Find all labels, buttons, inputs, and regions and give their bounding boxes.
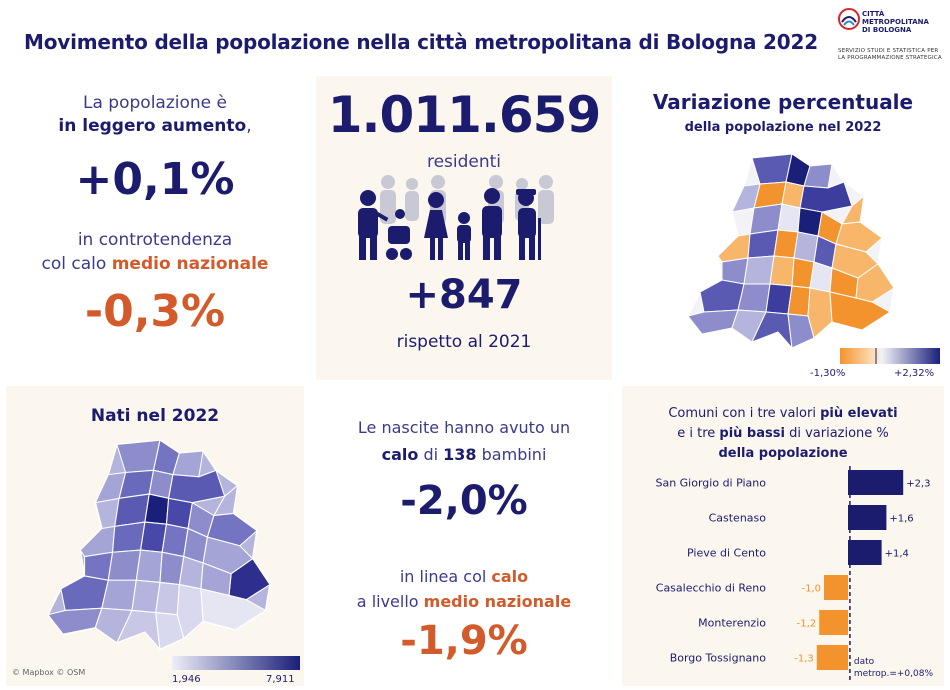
births-change-value: -2,0%	[400, 478, 528, 524]
logo: CITTÀ METROPOLITANA DI BOLOGNA SERVIZIO …	[838, 6, 946, 72]
births-text: Le nascite hanno avuto un calo di 138 ba…	[357, 418, 571, 464]
family-icon	[358, 175, 554, 260]
data-label: +2,3	[906, 479, 930, 490]
data-label: +1,4	[885, 549, 909, 560]
births-map-panel: Nati nel 2022	[6, 386, 304, 686]
logo-emblem-icon	[838, 8, 860, 30]
population-change-value: +0,1%	[75, 154, 235, 205]
births-panel: Le nascite hanno avuto un calo di 138 ba…	[316, 386, 612, 686]
births-choropleth-map	[46, 439, 271, 651]
ranking-bar-chart: San Giorgio di Piano +2,3 Castenaso +1,6 Pie…	[655, 466, 934, 682]
category-label: Borgo Tossignano	[670, 652, 767, 665]
ranking-panel: Comuni con i tre valori più elevati e i …	[622, 386, 944, 686]
category-label: Monterenzio	[698, 617, 766, 630]
bar	[816, 645, 848, 670]
data-label: +1,6	[889, 514, 913, 525]
variation-map-subtitle: della popolazione nel 2022	[684, 120, 882, 135]
residents-label: residenti	[426, 152, 502, 172]
page-title: Movimento della popolazione nella città …	[24, 30, 818, 54]
category-label: Casalecchio di Reno	[656, 582, 766, 595]
bar	[848, 470, 904, 495]
category-label: Pieve di Cento	[687, 547, 766, 560]
births-legend-gradient	[172, 656, 300, 670]
variation-legend-gradient	[840, 348, 940, 364]
map-credit: © Mapbox © OSM	[12, 668, 86, 677]
category-label: San Giorgio di Piano	[655, 477, 766, 490]
bar	[824, 575, 848, 600]
logo-subtitle: SERVIZIO STUDI E STATISTICA PER LA PROGR…	[838, 48, 942, 61]
births-legend-min: 1,946	[172, 674, 201, 685]
births-national-value: -1,9%	[400, 618, 528, 664]
births-legend-max: 7,911	[266, 674, 295, 685]
births-national-text: in linea col calo a livello medio nazion…	[356, 567, 572, 611]
variation-legend-min: -1,30%	[810, 368, 846, 379]
residents-compare-label: rispetto al 2021	[396, 332, 532, 352]
variation-map-title: Variazione percentuale	[652, 90, 914, 114]
reference-label: metrop.=+0,08%	[854, 669, 934, 679]
population-trend-panel: La popolazione è in leggero aumento, +0,…	[6, 76, 304, 380]
variation-map-panel: Variazione percentuale della popolazione…	[622, 76, 944, 380]
bar	[848, 540, 882, 565]
data-label: -1,0	[801, 584, 821, 595]
population-intro: La popolazione è in leggero aumento,	[58, 93, 252, 136]
bar	[819, 610, 848, 635]
variation-legend-max: +2,32%	[894, 368, 935, 379]
residents-total: 1.011.659	[327, 86, 602, 144]
reference-label: dato	[854, 657, 875, 667]
population-trend-text: in controtendenza col calo medio naziona…	[41, 230, 269, 274]
births-map-title: Nati nel 2022	[90, 406, 220, 426]
data-label: -1,2	[797, 619, 817, 630]
bar	[848, 505, 887, 530]
ranking-title: Comuni con i tre valori più elevati e i …	[668, 406, 898, 461]
residents-delta: +847	[405, 272, 523, 318]
residents-panel: 1.011.659 residenti +84	[316, 76, 612, 380]
data-label: -1,3	[794, 654, 814, 665]
national-change-value: -0,3%	[84, 286, 226, 337]
variation-choropleth-map	[687, 153, 895, 350]
logo-name: CITTÀ METROPOLITANA DI BOLOGNA	[862, 10, 929, 34]
category-label: Castenaso	[709, 512, 767, 525]
